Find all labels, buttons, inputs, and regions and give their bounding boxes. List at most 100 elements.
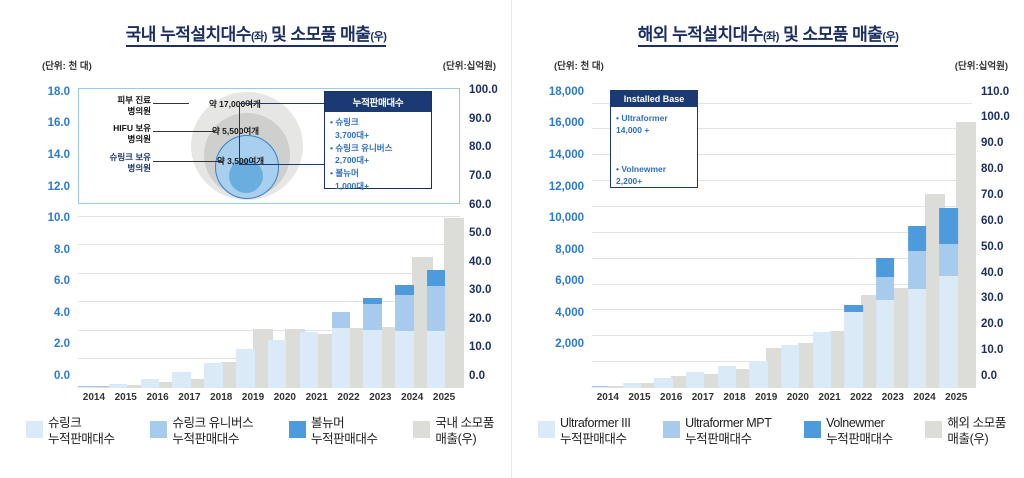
bar-segment[interactable] [780, 345, 800, 388]
units-stacked-bar[interactable] [267, 339, 287, 388]
units-stacked-bar[interactable] [427, 269, 446, 388]
bar-slot[interactable] [590, 88, 629, 388]
bar-segment[interactable] [331, 312, 351, 328]
bar-segment[interactable] [76, 387, 96, 388]
units-stacked-bar[interactable] [172, 372, 191, 388]
bar-segment[interactable] [875, 257, 895, 277]
bar-segment[interactable] [844, 312, 863, 388]
bar-segment[interactable] [172, 372, 191, 388]
bar-segment[interactable] [654, 378, 673, 388]
y-axis-tick: 4.0 [54, 306, 70, 319]
bar-segment[interactable] [427, 269, 446, 287]
gridline [78, 215, 460, 217]
bar-segment[interactable] [685, 372, 705, 388]
overseas-legend-item-3[interactable]: 해외 소모품 매출(우) [925, 416, 1006, 447]
bar-segment[interactable] [395, 331, 414, 388]
revenue-bar[interactable] [93, 386, 115, 388]
bar-segment[interactable] [812, 331, 831, 388]
bar-segment[interactable] [204, 362, 223, 388]
domestic-legend-item-2[interactable]: 볼뉴머 누적판매대수 [288, 416, 378, 447]
y2-axis-tick: 100.0 [981, 111, 1010, 124]
overseas-legend-item-1[interactable]: Ultraformer MPT 누적판매대수 [663, 416, 772, 447]
revenue-bar[interactable] [444, 218, 465, 388]
bar-segment[interactable] [331, 328, 351, 388]
bar-segment[interactable] [363, 330, 382, 388]
units-stacked-bar[interactable] [590, 386, 610, 388]
units-stacked-bar[interactable] [331, 312, 351, 388]
bar-slot[interactable] [108, 88, 147, 388]
bar-segment[interactable] [622, 382, 641, 388]
domestic-legend-item-1[interactable]: 슈링크 유니버스 누적판매대수 [150, 416, 254, 447]
bar-segment[interactable] [939, 208, 958, 245]
bar-segment[interactable] [875, 299, 895, 388]
bar-segment[interactable] [939, 244, 958, 276]
units-stacked-bar[interactable] [844, 305, 863, 388]
revenue-bar[interactable] [607, 386, 629, 388]
domestic-legend-item-0[interactable]: 슈링크 누적판매대수 [26, 416, 115, 447]
domestic-title-mid: 및 소모품 매출 [266, 25, 371, 44]
units-stacked-bar[interactable] [140, 379, 160, 388]
bar-segment[interactable] [140, 379, 160, 388]
revenue-bar[interactable] [189, 379, 210, 388]
revenue-bar[interactable] [157, 382, 178, 388]
units-stacked-bar[interactable] [685, 372, 705, 388]
units-stacked-bar[interactable] [812, 331, 831, 388]
bar-slot[interactable] [622, 88, 660, 388]
bar-segment[interactable] [717, 366, 736, 388]
units-stacked-bar[interactable] [76, 387, 96, 388]
callout-connector [239, 103, 326, 165]
bar-segment[interactable] [907, 251, 927, 290]
units-stacked-bar[interactable] [395, 284, 414, 388]
revenue-bar[interactable] [956, 121, 977, 388]
units-stacked-bar[interactable] [875, 257, 895, 388]
x-axis-label: 2023 [881, 392, 904, 403]
domestic-hospital-funnel-overlay: 피부 진료 병의원 HIFU 보유 병의원 슈링크 보유 병의원 약 17,00… [78, 88, 460, 204]
units-stacked-bar[interactable] [939, 208, 958, 388]
units-stacked-bar[interactable] [204, 362, 223, 388]
bar-segment[interactable] [236, 348, 255, 388]
units-stacked-bar[interactable] [717, 366, 736, 388]
bar-slot[interactable] [172, 88, 210, 388]
bar-segment[interactable] [590, 386, 610, 388]
venn-value-inner: 약 3,500여개 [217, 156, 265, 166]
units-stacked-bar[interactable] [236, 348, 255, 388]
revenue-bar[interactable] [125, 385, 147, 388]
units-stacked-bar[interactable] [749, 360, 768, 388]
bar-segment[interactable] [907, 226, 927, 252]
bar-segment[interactable] [363, 298, 382, 305]
bar-segment[interactable] [299, 331, 319, 388]
bar-slot[interactable] [939, 88, 977, 388]
bar-segment[interactable] [395, 284, 414, 295]
units-stacked-bar[interactable] [299, 331, 319, 388]
bar-segment[interactable] [749, 360, 768, 388]
bar-segment[interactable] [875, 276, 895, 300]
units-stacked-bar[interactable] [363, 298, 382, 388]
bar-segment[interactable] [427, 331, 446, 388]
units-stacked-bar[interactable] [622, 382, 641, 388]
bar-slot[interactable] [875, 88, 914, 388]
bar-slot[interactable] [427, 88, 465, 388]
bar-slot[interactable] [363, 88, 401, 388]
overseas-legend-item-0[interactable]: Ultraformer III 누적판매대수 [538, 416, 631, 447]
bar-slot[interactable] [140, 88, 178, 388]
bar-slot[interactable] [654, 88, 692, 388]
bar-segment[interactable] [427, 286, 446, 332]
units-stacked-bar[interactable] [108, 384, 128, 388]
bar-slot[interactable] [76, 88, 115, 388]
units-stacked-bar[interactable] [907, 226, 927, 388]
bar-segment[interactable] [267, 339, 287, 388]
overseas-legend-item-2[interactable]: Volnewmer 누적판매대수 [804, 416, 893, 447]
bar-segment[interactable] [363, 304, 382, 331]
revenue-bar[interactable] [639, 382, 660, 388]
overseas-installed-base-callout: Installed Base • Ultraformer 14,000 + • Vo… [610, 90, 698, 188]
bar-segment[interactable] [844, 305, 863, 313]
units-stacked-bar[interactable] [780, 345, 800, 388]
domestic-legend-item-3[interactable]: 국내 소모품 매출(우) [413, 416, 494, 447]
bar-segment[interactable] [395, 294, 414, 332]
y-axis-tick: 2,000 [555, 338, 584, 351]
bar-segment[interactable] [939, 275, 958, 388]
revenue-bar[interactable] [671, 376, 692, 388]
units-stacked-bar[interactable] [654, 378, 673, 388]
bar-segment[interactable] [907, 289, 927, 388]
bar-segment[interactable] [108, 384, 128, 388]
